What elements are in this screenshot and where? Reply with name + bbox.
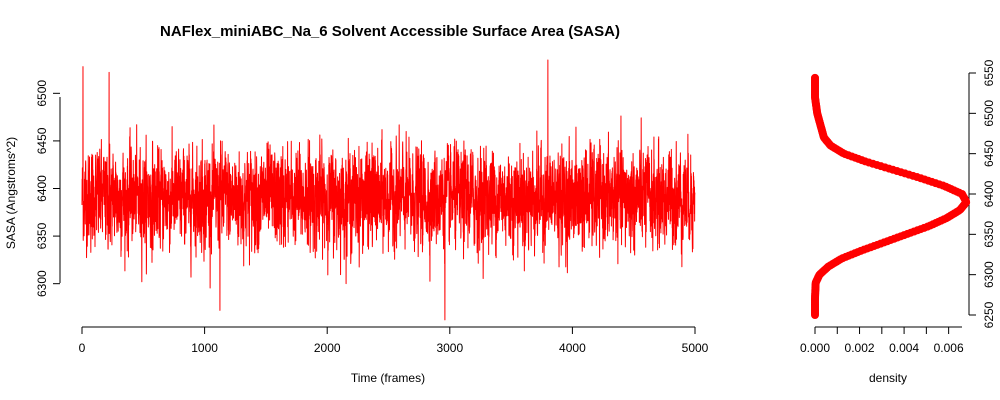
density-x-tick-label: 0.004 [889, 341, 919, 355]
x-tick-label: 0 [79, 341, 86, 355]
density-point [811, 73, 819, 82]
density-x-tick-label: 0.002 [845, 341, 875, 355]
y-tick-label: 6400 [35, 175, 49, 202]
density-y-tick-label: 6350 [982, 221, 996, 248]
density-y-tick-label: 6450 [982, 140, 996, 167]
y-tick-label: 6500 [35, 80, 49, 107]
x-tick-label: 3000 [436, 341, 463, 355]
density-x-tick-group: 0.000 0.002 0.004 0.006 [800, 327, 964, 355]
sasa-series-line [81, 59, 696, 321]
x-tick-label: 5000 [682, 341, 709, 355]
density-y-tick-label: 6300 [982, 261, 996, 288]
x-tick-group: 0 1000 2000 3000 4000 5000 [79, 327, 709, 355]
x-tick-label: 4000 [559, 341, 586, 355]
density-x-tick-label: 0.006 [934, 341, 964, 355]
density-y-tick-label: 6500 [982, 100, 996, 127]
x-tick-label: 2000 [314, 341, 341, 355]
density-y-tick-group: 6250 6300 6350 6400 6450 6500 6550 [969, 59, 996, 328]
y-tick-group: 6300 6350 6400 6450 6500 [35, 80, 60, 297]
y-axis-label: SASA (Angstroms^2) [4, 137, 18, 249]
density-y-tick-label: 6400 [982, 180, 996, 207]
density-y-tick-label: 6250 [982, 301, 996, 328]
density-curve [811, 73, 971, 319]
time-series-panel: 6300 6350 6400 6450 6500 0 1000 2000 3000 4000 50… [4, 59, 709, 385]
x-tick-label: 1000 [191, 341, 218, 355]
density-panel: 0.000 0.002 0.004 0.006 6250 6300 6350 6400 645… [800, 59, 996, 385]
y-tick-label: 6300 [35, 270, 49, 297]
density-x-tick-label: 0.000 [800, 341, 830, 355]
density-y-tick-label: 6550 [982, 59, 996, 86]
y-tick-label: 6350 [35, 222, 49, 249]
y-tick-label: 6450 [35, 127, 49, 154]
density-x-axis-label: density [869, 371, 907, 385]
x-axis-label: Time (frames) [351, 371, 425, 385]
chart-title: NAFlex_miniABC_Na_6 Solvent Accessible S… [160, 23, 620, 40]
